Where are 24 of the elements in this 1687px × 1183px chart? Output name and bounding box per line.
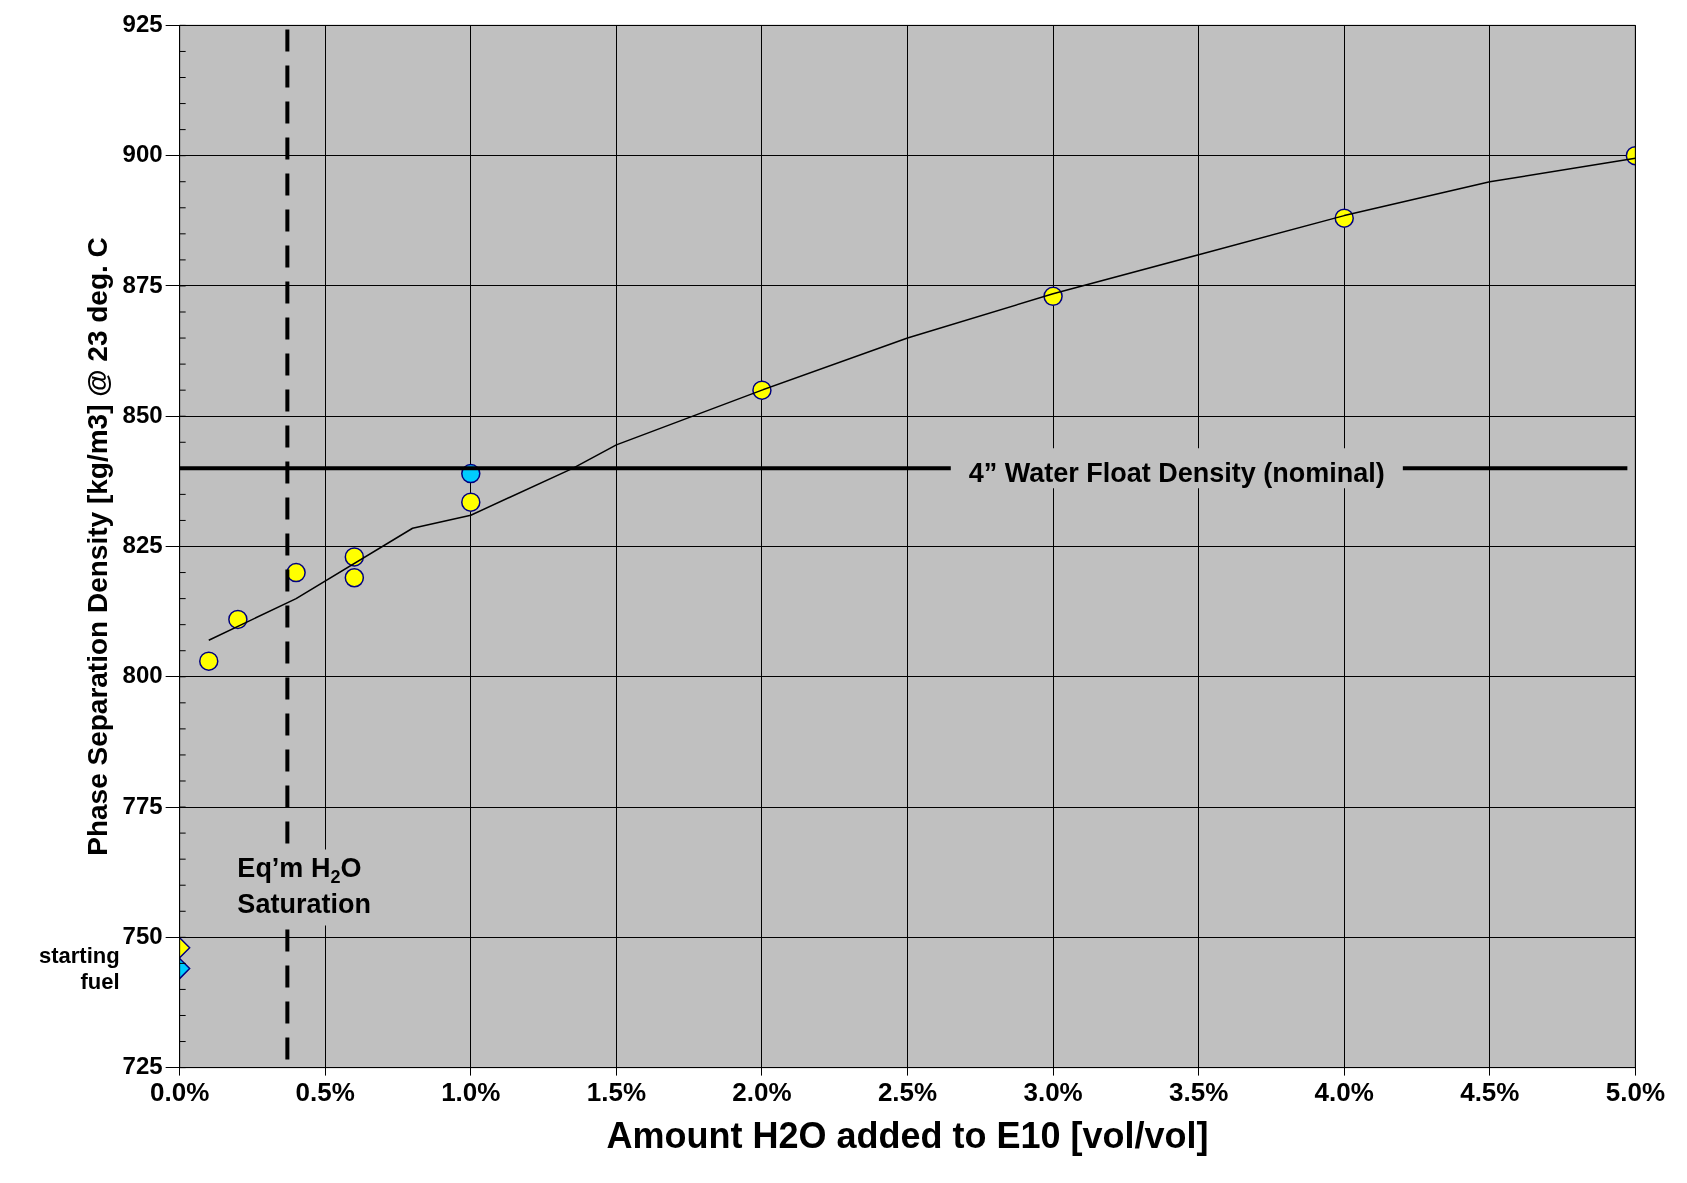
x-tick-label: 2.5% (877, 1077, 938, 1108)
y-tick-label: 725 (122, 1052, 163, 1080)
x-tick-label: 3.5% (1169, 1077, 1229, 1108)
y-tick-label: 775 (122, 791, 163, 819)
ref-line-label: 4” Water Float Density (nominal) (968, 457, 1385, 488)
y-tick-label: 850 (122, 400, 163, 428)
x-axis-title: Amount H2O added to E10 [vol/vol] (606, 1115, 1209, 1157)
y-tick-label: 825 (122, 531, 163, 559)
x-tick-label: 5.0% (1605, 1077, 1665, 1108)
x-tick-label: 4.5% (1460, 1077, 1520, 1108)
y-axis-title: Phase Separation Density [kg/m3] @ 23 deg. C (81, 237, 113, 856)
x-tick-label: 3.0% (1023, 1077, 1083, 1108)
y-tick-label: 750 (122, 921, 163, 949)
y-tick-label: 800 (122, 661, 163, 689)
y-tick-label: 925 (122, 10, 163, 38)
x-tick-label: 1.0% (441, 1077, 501, 1108)
x-tick-label: 1.5% (586, 1077, 646, 1108)
x-tick-label: 0.5% (295, 1077, 355, 1108)
y-tick-label: 875 (122, 270, 163, 298)
x-tick-label: 2.0% (732, 1077, 792, 1108)
annotation: starting fuel (38, 943, 120, 995)
y-tick-label: 900 (122, 140, 163, 168)
x-tick-label: 0.0% (150, 1077, 210, 1108)
x-tick-label: 4.0% (1314, 1077, 1374, 1108)
